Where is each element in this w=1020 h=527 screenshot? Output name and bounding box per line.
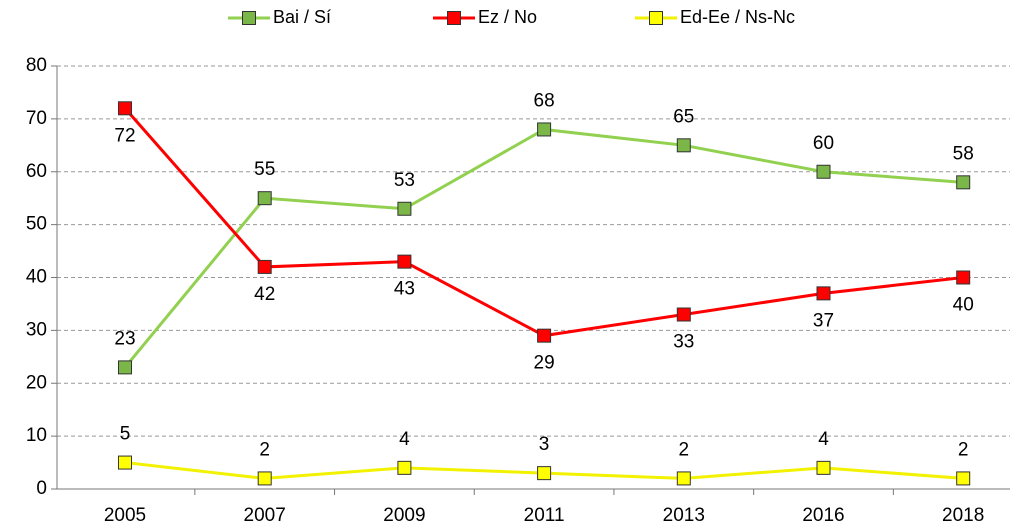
x-tick-label: 2005 <box>104 505 146 526</box>
marker <box>956 175 971 190</box>
marker <box>816 164 831 179</box>
data-label: 23 <box>114 328 135 349</box>
data-label: 42 <box>254 284 275 305</box>
data-label: 55 <box>254 159 275 180</box>
y-tick-label: 60 <box>26 161 47 182</box>
data-label: 43 <box>394 279 415 300</box>
legend-marker <box>649 11 663 25</box>
data-label: 65 <box>673 106 694 127</box>
marker <box>676 471 691 486</box>
data-label: 40 <box>953 295 974 316</box>
marker <box>257 191 272 206</box>
marker <box>676 138 691 153</box>
y-tick-label: 0 <box>36 478 47 499</box>
legend-label: Ez / No <box>478 7 537 27</box>
legend-label: Bai / Sí <box>273 7 331 27</box>
y-tick-label: 10 <box>26 425 47 446</box>
data-label: 58 <box>953 143 974 164</box>
marker <box>956 270 971 285</box>
marker <box>257 259 272 274</box>
data-label: 4 <box>818 429 829 450</box>
marker <box>537 466 552 481</box>
x-tick-label: 2018 <box>942 505 984 526</box>
legend-label: Ed-Ee / Ns-Nc <box>680 7 795 27</box>
data-label: 72 <box>114 125 135 146</box>
marker <box>816 286 831 301</box>
y-tick-label: 40 <box>26 267 47 288</box>
marker <box>118 455 132 470</box>
marker <box>956 471 971 486</box>
legend-marker <box>447 11 461 25</box>
marker <box>537 122 552 137</box>
x-tick-label: 2016 <box>802 505 844 526</box>
y-tick-label: 20 <box>26 372 47 393</box>
marker <box>676 307 691 322</box>
x-tick-label: 2007 <box>244 505 286 526</box>
data-label: 53 <box>394 170 415 191</box>
y-tick-label: 30 <box>26 319 47 340</box>
marker <box>397 201 412 216</box>
data-label: 2 <box>259 439 270 460</box>
marker <box>257 471 272 486</box>
legend: Bai / Sí Ez / No Ed-Ee / Ns-Nc <box>228 7 795 27</box>
data-label: 68 <box>534 90 555 111</box>
data-label: 4 <box>399 429 410 450</box>
legend-marker <box>242 11 256 25</box>
data-label: 29 <box>534 353 555 374</box>
data-label: 2 <box>958 439 969 460</box>
y-tick-label: 50 <box>26 214 47 235</box>
marker <box>397 254 412 269</box>
x-tick-label: 2011 <box>524 505 565 526</box>
y-tick-label: 80 <box>26 55 47 76</box>
x-tick-label: 2009 <box>383 505 425 526</box>
marker <box>118 360 132 375</box>
data-label: 33 <box>673 332 694 353</box>
data-label: 2 <box>679 439 690 460</box>
marker <box>816 460 831 475</box>
y-tick-label: 70 <box>26 108 47 129</box>
data-label: 37 <box>813 310 834 331</box>
series-line <box>123 107 964 338</box>
data-label: 5 <box>120 424 131 445</box>
marker <box>118 101 132 116</box>
data-label: 60 <box>813 133 834 154</box>
x-tick-label: 2013 <box>663 505 705 526</box>
marker <box>397 460 412 475</box>
marker <box>537 328 552 343</box>
data-label: 3 <box>539 434 550 455</box>
